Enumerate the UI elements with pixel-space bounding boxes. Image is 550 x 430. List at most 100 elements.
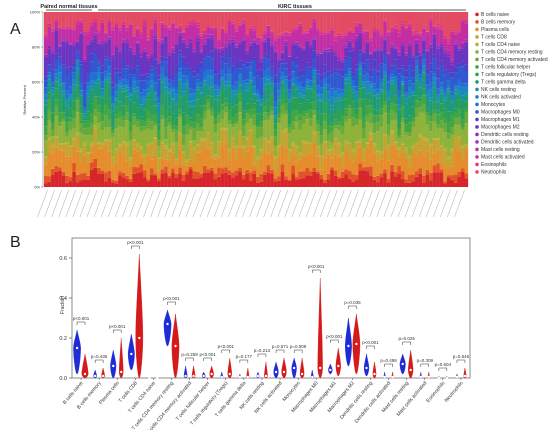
- panel-a-segment: [446, 69, 451, 73]
- panel-b-category: [256, 361, 268, 379]
- panel-a-segment: [58, 28, 62, 31]
- panel-a-segment: [139, 107, 144, 117]
- panel-a-segment: [213, 29, 218, 46]
- panel-a-segment: [114, 45, 119, 48]
- panel-a-segment: [422, 28, 426, 38]
- panel-a-segment: [86, 43, 91, 45]
- panel-a-segment: [287, 99, 292, 102]
- panel-a-segment: [157, 12, 161, 39]
- panel-a-segment: [429, 143, 433, 146]
- panel-a-segment: [164, 109, 168, 119]
- panel-a-segment: [111, 179, 115, 183]
- panel-a-segment: [379, 177, 384, 187]
- panel-a-segment: [347, 71, 352, 78]
- panel-a-segment: [457, 138, 462, 152]
- panel-a-segment: [415, 156, 419, 172]
- panel-a-segment: [220, 60, 225, 70]
- panel-a-segment: [291, 62, 296, 72]
- panel-a-sample-label-mark: [432, 189, 444, 218]
- panel-a-segment: [195, 74, 200, 80]
- panel-a-segment: [192, 106, 197, 112]
- panel-a-segment: [195, 87, 200, 90]
- panel-a-segment: [231, 124, 235, 128]
- panel-a-segment: [174, 173, 179, 179]
- panel-a-segment: [241, 19, 246, 22]
- panel-a-segment: [238, 44, 243, 61]
- panel-a-segment: [305, 143, 310, 155]
- panel-a-segment: [453, 108, 458, 113]
- panel-a-segment: [439, 90, 444, 94]
- panel-a-segment: [464, 12, 469, 20]
- panel-a-segment: [135, 121, 140, 128]
- panel-a-segment: [372, 133, 377, 144]
- panel-a-segment: [365, 31, 370, 42]
- panel-a-segment: [422, 175, 426, 183]
- panel-a-segment: [309, 86, 313, 89]
- panel-a-segment: [319, 174, 324, 180]
- panel-a-segment: [111, 130, 115, 134]
- panel-a-segment: [301, 69, 306, 76]
- panel-a-segment: [347, 83, 352, 91]
- panel-a-segment: [450, 102, 455, 112]
- panel-a-segment: [436, 94, 440, 98]
- panel-a-segment: [312, 115, 317, 131]
- panel-a-segment: [135, 27, 140, 29]
- panel-a-segment: [354, 69, 359, 87]
- panel-a-segment: [418, 33, 423, 36]
- panel-a-sample-bar: [362, 12, 366, 187]
- panel-a-sample-bar: [432, 12, 437, 187]
- panel-a-segment: [118, 28, 122, 31]
- panel-a-segment: [234, 67, 239, 82]
- panel-a-segment: [185, 161, 190, 166]
- panel-a-segment: [104, 33, 108, 40]
- panel-a-segment: [139, 80, 144, 93]
- panel-a-sample-label-mark: [242, 189, 253, 218]
- panel-a-segment: [436, 68, 440, 79]
- panel-a-sample-bar: [192, 12, 197, 187]
- panel-a-segment: [291, 145, 296, 154]
- panel-a-segment: [418, 168, 423, 174]
- panel-a-segment: [224, 85, 228, 89]
- panel-a-segment: [439, 12, 444, 27]
- panel-a-segment: [227, 42, 232, 45]
- panel-a-segment: [195, 79, 200, 84]
- panel-a-segment: [181, 56, 186, 66]
- panel-a-segment: [107, 109, 112, 120]
- panel-a-segment: [407, 44, 412, 46]
- panel-a-segment: [397, 32, 402, 37]
- panel-a-segment: [89, 12, 94, 23]
- panel-a-segment: [160, 82, 165, 95]
- panel-a-y-tick-label: 80%: [32, 45, 40, 50]
- panel-a-segment: [259, 38, 264, 41]
- panel-a-segment: [337, 35, 341, 37]
- panel-a-segment: [79, 64, 84, 83]
- panel-a-segment: [453, 41, 458, 44]
- panel-a-segment: [422, 37, 426, 40]
- panel-a-segment: [291, 83, 296, 85]
- panel-a-segment: [231, 86, 235, 91]
- panel-a-sample-bar: [393, 12, 398, 187]
- panel-a-segment: [351, 47, 356, 51]
- panel-a-segment: [372, 89, 377, 94]
- panel-a-segment: [199, 38, 204, 51]
- panel-a-segment: [227, 44, 232, 51]
- panel-a-segment: [460, 130, 465, 146]
- panel-a-segment: [407, 115, 412, 123]
- panel-a-segment: [195, 178, 200, 187]
- panel-a-segment: [411, 77, 416, 84]
- panel-a-segment: [164, 34, 168, 36]
- panel-a-segment: [404, 28, 409, 30]
- panel-a-segment: [44, 54, 48, 57]
- panel-a-segment: [390, 47, 394, 66]
- panel-b-violin-chart: Fraction 0.00.20.40.6 p<0.001p=0.436p<0.…: [59, 237, 471, 430]
- panel-a-segment: [400, 12, 405, 22]
- panel-a-segment: [54, 30, 59, 31]
- panel-a-segment: [365, 89, 370, 94]
- panel-a-segment: [284, 63, 288, 69]
- panel-a-segment: [199, 177, 204, 187]
- panel-a-segment: [393, 28, 398, 46]
- panel-a-segment: [436, 163, 440, 173]
- panel-a-sample-bar: [309, 12, 313, 187]
- panel-a-segment: [354, 64, 359, 70]
- panel-a-segment: [72, 171, 76, 187]
